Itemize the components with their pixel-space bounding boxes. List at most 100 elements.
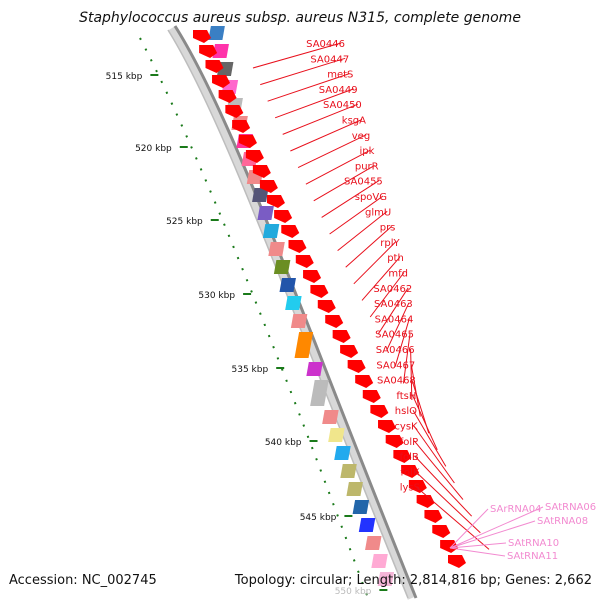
cog-feature-box: [328, 428, 345, 442]
cds-arrow: [440, 540, 459, 553]
cog-feature-box: [208, 26, 225, 40]
rna-leader-line: [449, 508, 489, 549]
cds-arrow: [325, 315, 344, 328]
cds-arrow: [218, 90, 237, 103]
gene-leader-line: [267, 73, 350, 102]
cds-arrow: [340, 345, 359, 358]
scale-tick-label: 540 kbp: [265, 438, 302, 448]
cds-arrow: [310, 285, 329, 298]
gene-label: lysS: [400, 483, 420, 494]
gene-leader-line: [337, 210, 388, 251]
gene-label: mfd: [388, 269, 408, 280]
scale-ticks: 515 kbp 520 kbp 525 kbp 530 kbp 535 kbp 540 k…: [106, 72, 388, 597]
cds-arrow: [199, 45, 218, 58]
gene-label: SA0466: [376, 345, 415, 356]
cog-feature-box: [334, 446, 351, 460]
cog-feature-box: [340, 464, 357, 478]
gene-label: SA0447: [310, 54, 349, 65]
cog-feature-box: [279, 278, 296, 292]
cds-arrow: [385, 435, 404, 448]
gene-leader-line: [345, 226, 392, 268]
gene-leader-line: [329, 195, 384, 235]
gene-leader-line: [282, 103, 358, 135]
gene-label: hslO: [395, 406, 417, 417]
cds-arrow: [225, 105, 244, 118]
gene-leader-line: [252, 42, 342, 69]
gene-label: SA0467: [376, 360, 415, 371]
cog-feature-box: [212, 44, 229, 58]
cds-arrow: [288, 240, 307, 253]
gene-label: rplY: [380, 238, 400, 249]
gene-label: SA0468: [377, 376, 416, 387]
cds-arrow: [393, 450, 412, 463]
gene-leader-line: [274, 88, 354, 119]
feature-track: [193, 26, 466, 586]
cds-arrow: [232, 120, 251, 133]
rna-leader-line: [449, 506, 544, 549]
gene-label: ksgA: [342, 116, 366, 127]
rna-label: SAtRNA11: [507, 551, 558, 562]
gene-label: pth: [387, 253, 404, 264]
gene-leader-line: [290, 119, 363, 152]
rna-leader-line: [449, 520, 536, 549]
gene-leader-line: [361, 256, 401, 301]
gene-label: ftsH: [396, 391, 416, 402]
cog-feature-box: [294, 332, 314, 358]
scale-tick-label: 550 kbp: [335, 587, 372, 597]
genome-title: Staphylococcus aureus subsp. aureus N315…: [79, 10, 521, 26]
gene-leader-line: [394, 318, 410, 367]
gene-label: ipk: [359, 146, 374, 157]
cog-feature-box: [285, 296, 302, 310]
gene-leader-line: [369, 272, 405, 318]
rna-leader-line: [449, 542, 507, 549]
gene-label: SA0449: [319, 85, 358, 96]
cds-arrow: [205, 60, 224, 73]
gene-leader-line: [313, 164, 375, 202]
cds-arrow: [370, 405, 389, 418]
gene-label: folK: [400, 467, 419, 478]
gene-label: SA0464: [375, 314, 414, 325]
cds-arrow: [274, 210, 293, 223]
gene-leader-line: [321, 180, 380, 218]
gene-leader-line: [305, 149, 371, 185]
cog-feature-box: [310, 380, 329, 406]
cds-arrow: [193, 30, 211, 43]
cds-arrow: [424, 510, 443, 523]
cog-feature-box: [371, 554, 388, 568]
gene-leader-line: [260, 57, 346, 86]
cds-arrow: [295, 255, 314, 268]
cds-arrow: [362, 390, 381, 403]
gene-leader-line: [415, 471, 481, 534]
cds-arrow: [347, 360, 366, 373]
scale-tick-label: 520 kbp: [135, 144, 172, 154]
cds-arrow: [266, 195, 285, 208]
cds-arrow: [378, 420, 397, 433]
gene-leader-line: [353, 241, 396, 285]
gene-leader-line: [297, 134, 367, 169]
genome-summary: Topology: circular; Length: 2,814,816 bp…: [234, 573, 592, 588]
gene-leader-line: [402, 333, 411, 384]
gene-leader-line: [378, 287, 409, 334]
gene-label: SA0455: [344, 177, 383, 188]
gene-label: SA0463: [374, 299, 413, 310]
cog-feature-box: [252, 188, 269, 202]
cds-arrow: [317, 300, 336, 313]
gene-labels: SA0446 SA0447 metS SA0449 SA0450 ksgA veg ipk pu…: [252, 39, 490, 550]
cog-feature-box: [358, 518, 376, 532]
cog-feature-box: [268, 242, 285, 256]
gene-label: spoVG: [355, 192, 387, 203]
cog-feature-box: [346, 482, 363, 496]
cds-arrow: [281, 225, 300, 238]
gene-label: metS: [327, 70, 353, 81]
cds-arrow: [252, 165, 271, 178]
cds-arrow: [416, 495, 435, 508]
gene-label: folB: [400, 452, 419, 463]
cog-feature-box: [352, 500, 370, 514]
scale-tick-label: 530 kbp: [198, 291, 235, 301]
cog-feature-box: [365, 536, 382, 550]
gene-label: folP: [400, 437, 418, 448]
gene-leader-line: [410, 348, 413, 401]
gene-label: SA0465: [375, 330, 414, 341]
gene-leader-line: [414, 455, 473, 517]
gene-label: SA0450: [323, 100, 362, 111]
